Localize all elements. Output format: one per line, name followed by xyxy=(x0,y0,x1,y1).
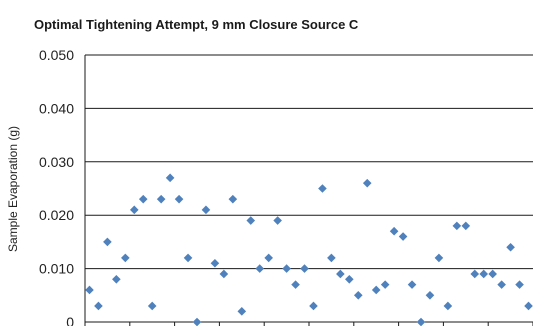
data-point xyxy=(362,178,372,188)
data-points xyxy=(85,173,533,326)
data-point xyxy=(201,205,211,215)
data-point xyxy=(461,221,471,231)
data-point xyxy=(443,301,453,311)
data-point xyxy=(327,253,336,263)
data-point xyxy=(506,242,515,252)
gridlines xyxy=(85,54,533,270)
data-point xyxy=(452,221,462,231)
data-point xyxy=(470,269,480,279)
data-point xyxy=(353,291,363,300)
data-point xyxy=(94,301,103,311)
data-point xyxy=(488,269,497,279)
data-point xyxy=(147,301,157,311)
data-point xyxy=(165,173,175,183)
data-point xyxy=(336,269,345,279)
data-point xyxy=(389,226,399,236)
data-point xyxy=(121,253,130,263)
y-tick-label: 0.020 xyxy=(39,207,74,223)
data-point xyxy=(371,285,381,295)
data-point xyxy=(237,307,247,316)
chart-title: Optimal Tightening Attempt, 9 mm Closure… xyxy=(34,17,359,32)
data-point xyxy=(192,317,202,326)
data-point xyxy=(246,216,256,225)
data-point xyxy=(183,253,193,263)
data-point xyxy=(219,269,229,279)
y-tick-label: 0.050 xyxy=(39,47,74,63)
data-point xyxy=(174,194,184,204)
data-point xyxy=(103,237,112,247)
data-point xyxy=(85,285,94,295)
y-tick-label: 0.010 xyxy=(39,261,74,277)
data-point xyxy=(129,205,139,215)
data-point xyxy=(425,291,435,300)
data-point xyxy=(255,264,265,273)
data-point xyxy=(309,301,318,311)
y-tick-label: 0 xyxy=(66,314,74,326)
data-point xyxy=(318,184,327,193)
data-point xyxy=(210,258,220,268)
data-point xyxy=(264,253,273,263)
data-point xyxy=(497,280,506,289)
data-point xyxy=(398,232,408,241)
data-point xyxy=(434,253,444,263)
data-point xyxy=(282,264,291,273)
data-point xyxy=(515,280,524,289)
data-point xyxy=(156,194,166,204)
data-point xyxy=(407,280,417,289)
y-tick-label: 0.030 xyxy=(39,154,74,170)
y-tick-label: 0.040 xyxy=(39,100,74,116)
data-point xyxy=(273,216,282,225)
data-point xyxy=(291,280,300,289)
data-point xyxy=(524,301,533,311)
axes: 0 0.010 0.020 0.030 0.040 0.050 xyxy=(39,47,533,326)
y-axis-label: Sample Evaporation (g) xyxy=(6,126,20,252)
data-point xyxy=(380,280,390,289)
data-point xyxy=(138,194,148,204)
data-point xyxy=(416,317,426,326)
data-point xyxy=(228,194,238,204)
data-point xyxy=(112,274,121,284)
data-point xyxy=(479,269,489,279)
data-point xyxy=(345,274,354,284)
data-point xyxy=(300,264,309,273)
